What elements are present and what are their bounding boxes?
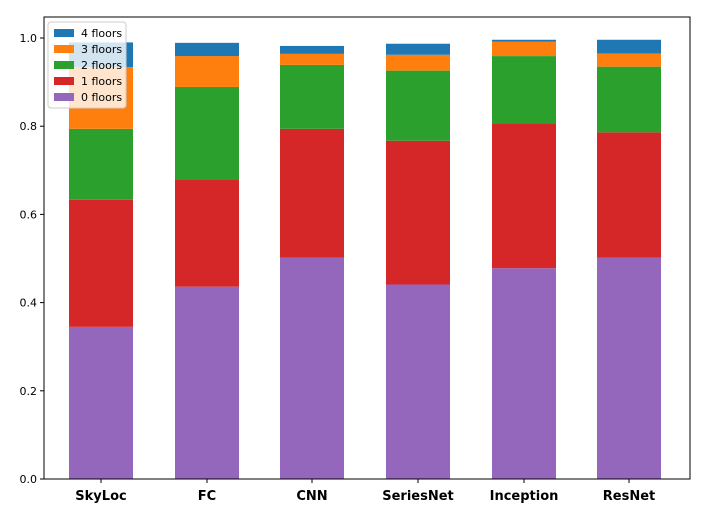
x-tick-label: CNN <box>296 489 327 504</box>
bar-segment-cnn-2-floors <box>280 64 344 129</box>
bar-segment-resnet-2-floors <box>597 66 661 133</box>
y-tick-label: 0.2 <box>20 385 38 398</box>
bar-segment-fc-3-floors <box>175 56 239 87</box>
bar-segment-seriesnet-2-floors <box>386 70 450 141</box>
y-tick-label: 0.8 <box>20 120 38 133</box>
bar-segment-fc-1-floors <box>175 180 239 287</box>
bar-segment-resnet-0-floors <box>597 257 661 479</box>
legend-label: 1 floors <box>81 75 122 88</box>
bar-segment-fc-0-floors <box>175 286 239 479</box>
bar-segment-resnet-4-floors <box>597 39 661 54</box>
legend-label: 4 floors <box>81 27 122 40</box>
bar-segment-fc-2-floors <box>175 86 239 181</box>
y-tick-label: 0.6 <box>20 208 38 221</box>
legend-swatch <box>54 61 74 69</box>
bar-segment-cnn-0-floors <box>280 257 344 479</box>
legend-label: 3 floors <box>81 43 122 56</box>
bar-segment-inception-3-floors <box>492 41 556 57</box>
legend-label: 2 floors <box>81 59 122 72</box>
x-tick-label: SkyLoc <box>75 489 126 504</box>
bar-segment-inception-1-floors <box>492 123 556 269</box>
bar-segment-inception-4-floors <box>492 39 556 42</box>
bar-segment-resnet-3-floors <box>597 53 661 67</box>
bar-segment-seriesnet-3-floors <box>386 54 450 71</box>
legend-swatch <box>54 93 74 101</box>
plot-frame <box>43 16 691 480</box>
bar-segment-cnn-4-floors <box>280 45 344 54</box>
x-tick-label: ResNet <box>603 489 655 504</box>
legend-box <box>47 21 127 109</box>
bar-segment-inception-0-floors <box>492 268 556 479</box>
bar-segment-cnn-3-floors <box>280 53 344 65</box>
legend-label: 0 floors <box>81 91 122 104</box>
bar-segment-skyloc-1-floors <box>69 199 133 327</box>
x-tick-label: Inception <box>490 489 559 504</box>
legend-swatch <box>54 77 74 85</box>
y-tick-label: 0.4 <box>20 297 38 310</box>
x-tick-label: SeriesNet <box>382 489 454 504</box>
bar-segment-fc-4-floors <box>175 42 239 57</box>
bar-segment-cnn-1-floors <box>280 128 344 258</box>
y-tick-label: 0.0 <box>20 473 38 486</box>
bar-segment-resnet-1-floors <box>597 132 661 258</box>
legend-swatch <box>54 45 74 53</box>
bar-segment-inception-2-floors <box>492 56 556 124</box>
y-tick-label: 1.0 <box>20 32 38 45</box>
bar-segment-seriesnet-4-floors <box>386 43 450 55</box>
legend-swatch <box>54 29 74 37</box>
bar-segment-seriesnet-1-floors <box>386 140 450 285</box>
x-tick-label: FC <box>198 489 216 504</box>
bar-segment-skyloc-0-floors <box>69 326 133 479</box>
bar-segment-seriesnet-0-floors <box>386 284 450 479</box>
bar-segment-skyloc-2-floors <box>69 128 133 200</box>
